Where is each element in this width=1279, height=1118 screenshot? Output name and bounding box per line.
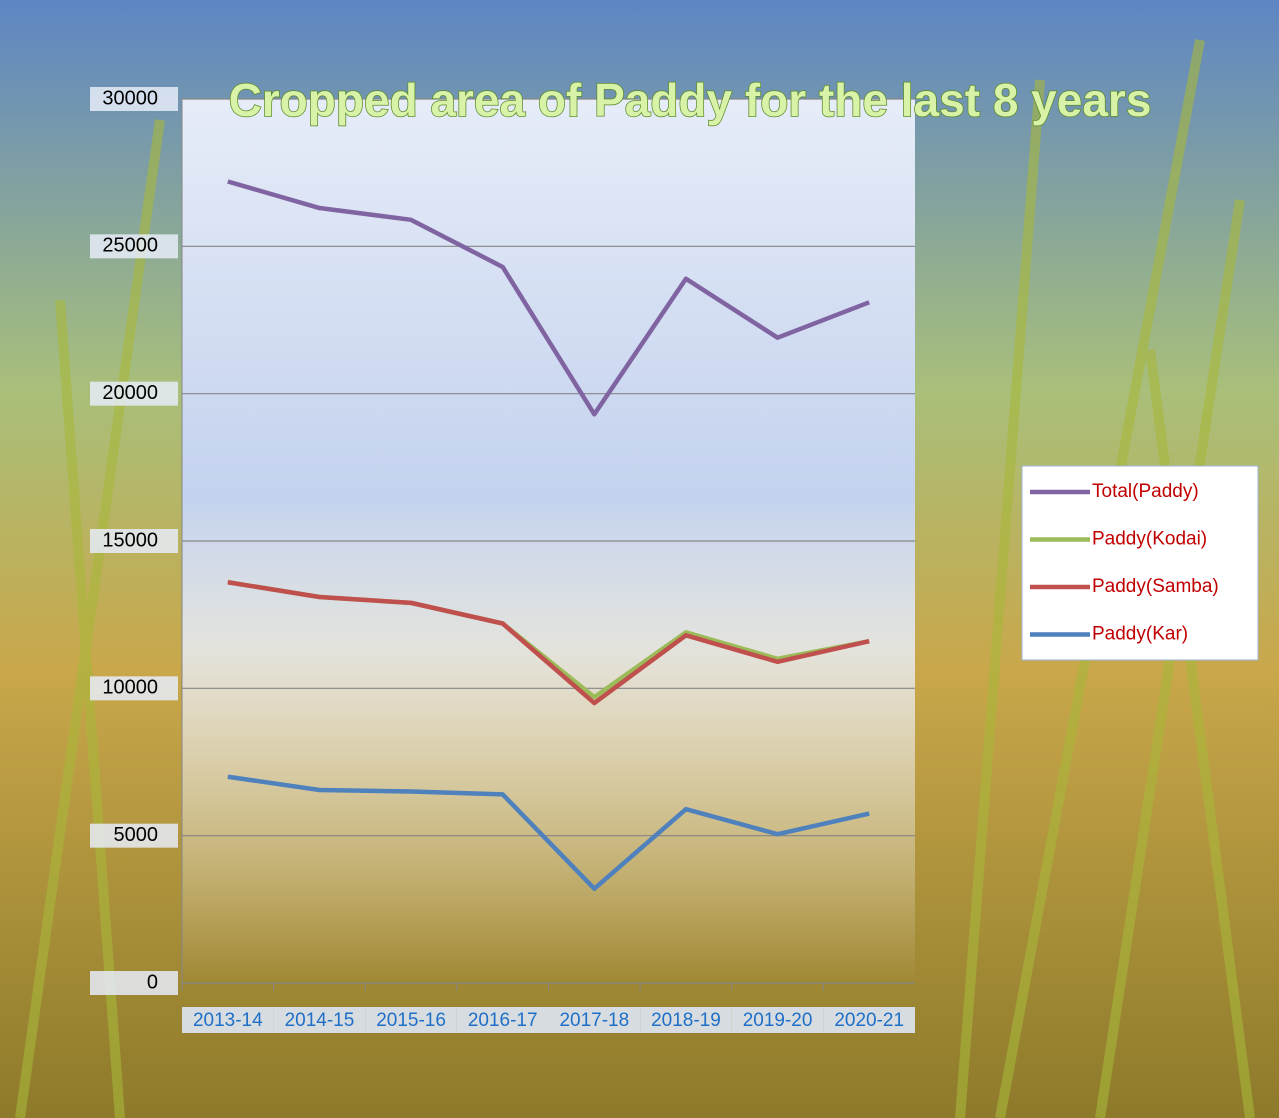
x-tick-label-bg xyxy=(640,1007,732,1033)
x-tick-label: 2018-19 xyxy=(651,1010,721,1031)
y-tick-label: 10000 xyxy=(102,677,158,699)
x-tick-label: 2020-21 xyxy=(834,1010,904,1031)
legend-label: Paddy(Samba) xyxy=(1092,576,1219,597)
x-tick-label-bg xyxy=(273,1007,366,1033)
x-tick-label-bg xyxy=(548,1007,641,1033)
x-tick-label: 2015-16 xyxy=(376,1010,446,1031)
y-tick-label: 25000 xyxy=(102,235,158,257)
x-tick-label-bg xyxy=(823,1007,915,1033)
y-tick-label: 5000 xyxy=(114,824,159,846)
y-tick-label-bg xyxy=(90,234,178,259)
y-tick-label: 30000 xyxy=(102,87,158,109)
y-tick-label-bg xyxy=(90,87,178,111)
x-tick-label: 2017-18 xyxy=(559,1010,629,1031)
x-tick-label: 2014-15 xyxy=(285,1010,355,1031)
y-tick-label: 20000 xyxy=(102,382,158,404)
y-tick-label: 15000 xyxy=(102,529,158,551)
series-line xyxy=(227,774,870,891)
series-line xyxy=(227,580,870,706)
legend-box xyxy=(1021,465,1259,661)
series-line xyxy=(227,179,870,417)
y-tick-label-bg xyxy=(90,971,178,995)
x-tick-label-bg xyxy=(365,1007,457,1033)
y-tick-label-bg xyxy=(90,676,178,701)
y-tick-label-bg xyxy=(90,381,178,406)
legend-label: Total(Paddy) xyxy=(1092,481,1199,502)
x-tick-label: 2013-14 xyxy=(193,1010,263,1031)
x-tick-label-bg xyxy=(731,1007,824,1033)
chart-title: Cropped area of Paddy for the last 8 yea… xyxy=(229,74,1152,126)
x-tick-label: 2019-20 xyxy=(743,1010,813,1031)
y-tick-label: 0 xyxy=(147,971,158,993)
x-tick-label: 2016-17 xyxy=(468,1010,538,1031)
y-tick-label-bg xyxy=(90,823,178,848)
x-tick-label-bg xyxy=(182,1007,274,1033)
legend-label: Paddy(Kodai) xyxy=(1092,529,1207,550)
y-tick-label-bg xyxy=(90,529,178,553)
legend-label: Paddy(Kar) xyxy=(1092,624,1188,645)
x-tick-label-bg xyxy=(456,1007,549,1033)
